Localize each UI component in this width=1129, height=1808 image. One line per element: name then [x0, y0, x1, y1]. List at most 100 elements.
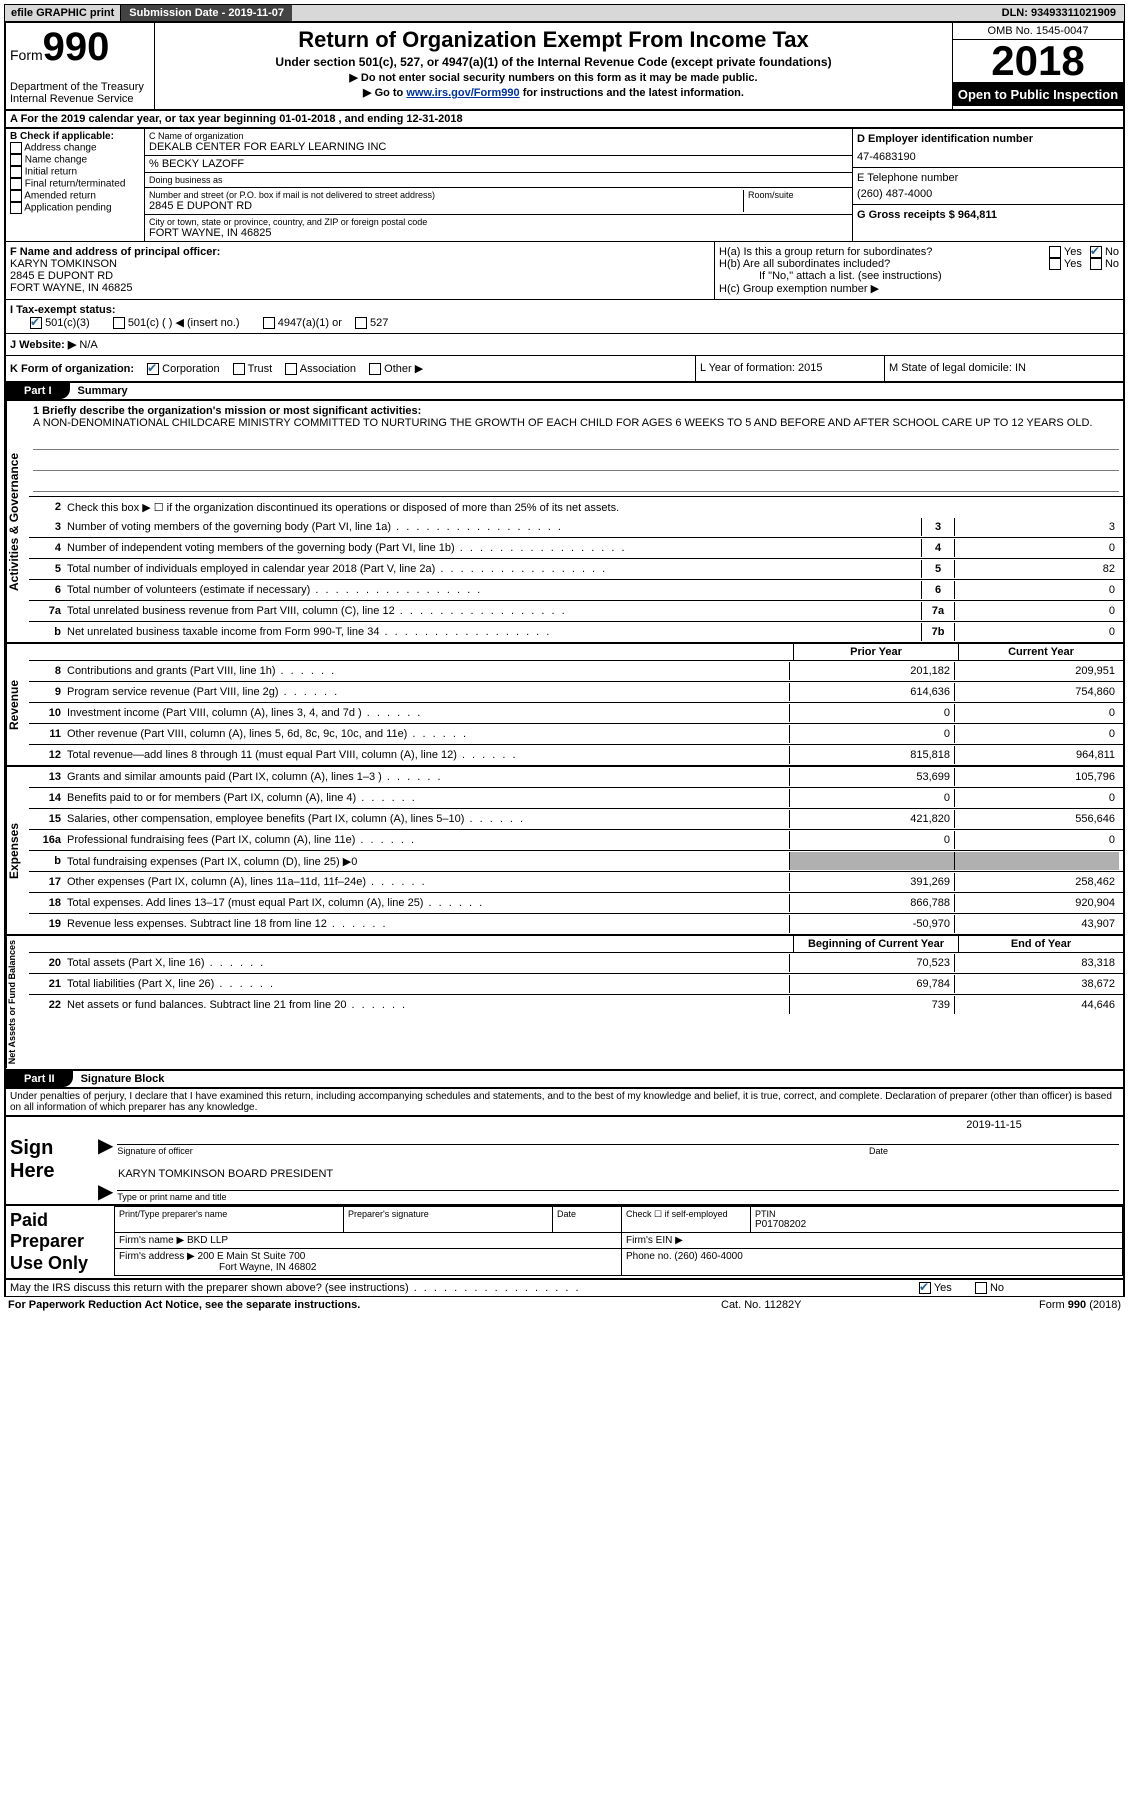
exp-current [954, 852, 1119, 870]
exp-prior: 866,788 [789, 894, 954, 912]
discuss-row: May the IRS discuss this return with the… [4, 1280, 1125, 1297]
treasury-dept: Department of the Treasury Internal Reve… [10, 81, 150, 105]
k-trust[interactable]: Trust [233, 363, 273, 375]
rev-prior: 815,818 [789, 746, 954, 764]
firm-addr2: Fort Wayne, IN 46802 [219, 1262, 316, 1273]
exp-desc: Total expenses. Add lines 13–17 (must eq… [67, 897, 789, 909]
net-end: 44,646 [954, 996, 1119, 1014]
current-year-header: Current Year [958, 644, 1123, 660]
top-bar: efile GRAPHIC print Submission Date - 20… [4, 4, 1125, 22]
f-label: F Name and address of principal officer: [10, 246, 710, 258]
governance-vlabel: Activities & Governance [6, 401, 29, 642]
exp-desc: Salaries, other compensation, employee b… [67, 813, 789, 825]
gov-value: 82 [955, 563, 1119, 575]
rev-desc: Total revenue—add lines 8 through 11 (mu… [67, 749, 789, 761]
open-inspection: Open to Public Inspection [953, 83, 1123, 106]
discuss-no[interactable]: No [975, 1282, 1004, 1294]
gov-line-3: 3 Number of voting members of the govern… [29, 517, 1123, 538]
i-501c3[interactable]: 501(c)(3) [30, 317, 90, 329]
efile-print-button[interactable]: efile GRAPHIC print [5, 5, 121, 21]
net-desc: Net assets or fund balances. Subtract li… [67, 999, 789, 1011]
mission-text: A NON-DENOMINATIONAL CHILDCARE MINISTRY … [33, 417, 1119, 429]
net-line-20: 20 Total assets (Part X, line 16) 70,523… [29, 953, 1123, 974]
i-527[interactable]: 527 [355, 317, 388, 329]
gov-desc: Net unrelated business taxable income fr… [67, 626, 921, 638]
k-corp[interactable]: Corporation [147, 363, 220, 375]
exp-current: 0 [954, 831, 1119, 849]
ha-no[interactable]: No [1090, 246, 1119, 258]
gov-box: 3 [921, 518, 955, 536]
paid-preparer-label: Paid Preparer Use Only [6, 1206, 114, 1279]
rev-current: 964,811 [954, 746, 1119, 764]
b-amended[interactable]: Amended return [10, 190, 140, 202]
rev-desc: Investment income (Part VIII, column (A)… [67, 707, 789, 719]
end-year-header: End of Year [958, 936, 1123, 952]
begin-year-header: Beginning of Current Year [793, 936, 958, 952]
gov-line-b: b Net unrelated business taxable income … [29, 622, 1123, 642]
netassets-vlabel: Net Assets or Fund Balances [6, 936, 29, 1068]
b-address-change[interactable]: Address change [10, 142, 140, 154]
exp-desc: Benefits paid to or for members (Part IX… [67, 792, 789, 804]
irs-link[interactable]: www.irs.gov/Form990 [406, 87, 519, 99]
net-line-22: 22 Net assets or fund balances. Subtract… [29, 995, 1123, 1015]
j-label: J Website: ▶ [10, 339, 76, 351]
exp-line-19: 19 Revenue less expenses. Subtract line … [29, 914, 1123, 934]
gov-value: 0 [955, 626, 1119, 638]
b-final-return[interactable]: Final return/terminated [10, 178, 140, 190]
gov-line-5: 5 Total number of individuals employed i… [29, 559, 1123, 580]
part-ii-tab: Part II [6, 1071, 73, 1087]
d-label: D Employer identification number [857, 133, 1119, 145]
section-i: I Tax-exempt status: 501(c)(3) 501(c) ( … [4, 300, 1125, 334]
b-name-change[interactable]: Name change [10, 154, 140, 166]
self-employed-check[interactable]: Check ☐ if self-employed [626, 1209, 746, 1220]
i-4947[interactable]: 4947(a)(1) or [263, 317, 342, 329]
part-i-title: Summary [70, 383, 136, 399]
mission-label: 1 Briefly describe the organization's mi… [33, 405, 1119, 417]
net-begin: 70,523 [789, 954, 954, 972]
gov-desc: Number of voting members of the governin… [67, 521, 921, 533]
date-line: Date [869, 1144, 1119, 1156]
gov-box: 4 [921, 539, 955, 557]
paid-preparer-block: Paid Preparer Use Only Print/Type prepar… [4, 1206, 1125, 1281]
sign-here-label: Sign Here [6, 1117, 94, 1204]
gov-value: 0 [955, 584, 1119, 596]
c-name-label: C Name of organization [149, 131, 848, 141]
k-label: K Form of organization: [10, 363, 134, 375]
k-assoc[interactable]: Association [285, 363, 356, 375]
exp-prior: 53,699 [789, 768, 954, 786]
exp-current: 43,907 [954, 915, 1119, 933]
exp-prior: -50,970 [789, 915, 954, 933]
exp-desc: Other expenses (Part IX, column (A), lin… [67, 876, 789, 888]
website-value: N/A [79, 339, 97, 351]
gov-box: 5 [921, 560, 955, 578]
net-end: 38,672 [954, 975, 1119, 993]
officer-name: KARYN TOMKINSON [10, 258, 710, 270]
hb-yes[interactable]: Yes [1049, 258, 1082, 270]
org-name: DEKALB CENTER FOR EARLY LEARNING INC [149, 141, 848, 153]
rev-current: 0 [954, 725, 1119, 743]
hb-no[interactable]: No [1090, 258, 1119, 270]
k-other[interactable]: Other ▶ [369, 363, 423, 375]
discuss-yes[interactable]: Yes [919, 1282, 952, 1294]
netassets-header: Beginning of Current Year End of Year [29, 936, 1123, 953]
part-i-tab: Part I [6, 383, 70, 399]
gov-line-6: 6 Total number of volunteers (estimate i… [29, 580, 1123, 601]
rev-desc: Program service revenue (Part VIII, line… [67, 686, 789, 698]
net-begin: 739 [789, 996, 954, 1014]
ha-yes[interactable]: Yes [1049, 246, 1082, 258]
expenses-vlabel: Expenses [6, 767, 29, 934]
i-501c[interactable]: 501(c) ( ) ◀ (insert no.) [113, 317, 240, 329]
b-application-pending[interactable]: Application pending [10, 202, 140, 214]
dln-label: DLN: 93493311021909 [994, 5, 1124, 21]
exp-line-17: 17 Other expenses (Part IX, column (A), … [29, 872, 1123, 893]
sign-date-value: 2019-11-15 [869, 1119, 1119, 1132]
revenue-vlabel: Revenue [6, 644, 29, 765]
exp-line-b: b Total fundraising expenses (Part IX, c… [29, 851, 1123, 872]
hc-label: H(c) Group exemption number ▶ [719, 282, 1119, 295]
b-header: B Check if applicable: [10, 131, 140, 142]
part-ii-header: Part II Signature Block [4, 1071, 1125, 1089]
name-title-line: Type or print name and title [117, 1190, 1119, 1202]
b-initial-return[interactable]: Initial return [10, 166, 140, 178]
rev-current: 0 [954, 704, 1119, 722]
rev-line-10: 10 Investment income (Part VIII, column … [29, 703, 1123, 724]
